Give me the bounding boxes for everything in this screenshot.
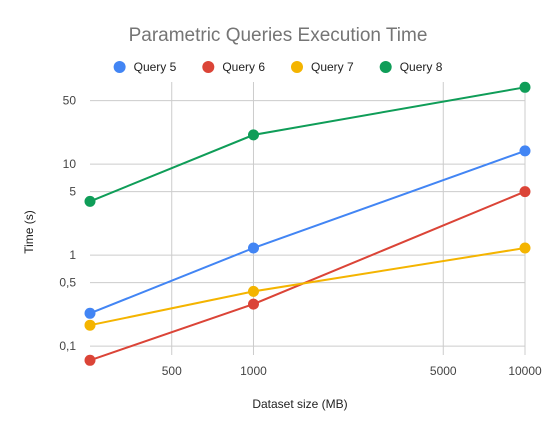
- y-tick-label: 0,5: [59, 276, 76, 290]
- legend-marker: [291, 61, 303, 73]
- legend-marker: [202, 61, 215, 73]
- legend-marker: [113, 61, 126, 73]
- legend-label: Query 8: [400, 60, 443, 74]
- series-layer: [84, 81, 531, 366]
- legend-item-query-5[interactable]: Query 5: [113, 60, 177, 74]
- data-point-query-6[interactable]: [248, 298, 259, 310]
- data-point-query-8[interactable]: [84, 195, 96, 207]
- legend-item-query-6[interactable]: Query 6: [202, 60, 265, 74]
- data-point-query-5[interactable]: [84, 307, 96, 319]
- y-tick-label: 0,1: [59, 339, 76, 353]
- y-tick-label: 10: [63, 157, 77, 171]
- x-tick-label: 5000: [430, 364, 457, 378]
- legend-item-query-7[interactable]: Query 7: [291, 60, 354, 74]
- data-point-query-8[interactable]: [519, 81, 531, 93]
- x-tick-label: 10000: [508, 364, 542, 378]
- legend-marker: [379, 61, 392, 73]
- legend-label: Query 7: [311, 60, 354, 74]
- legend: Query 5 Query 6 Query 7 Query 8: [113, 60, 443, 74]
- legend-label: Query 6: [222, 60, 265, 74]
- data-point-query-7[interactable]: [519, 242, 531, 254]
- legend-label: Query 5: [134, 60, 177, 74]
- data-point-query-7[interactable]: [84, 319, 96, 331]
- y-tick-label: 5: [69, 185, 76, 199]
- y-tick-label: 50: [63, 94, 77, 108]
- data-point-query-8[interactable]: [248, 129, 259, 141]
- chart-title: Parametric Queries Execution Time: [129, 25, 428, 46]
- data-point-query-5[interactable]: [519, 145, 531, 157]
- y-tick-label: 1: [69, 248, 76, 262]
- data-point-query-6[interactable]: [519, 186, 531, 198]
- data-point-query-6[interactable]: [84, 354, 96, 366]
- axes: 0,1 0,5 1 5 10 50 500 1000 5000 10000: [59, 94, 542, 378]
- x-tick-label: 500: [162, 364, 182, 378]
- x-tick-label: 1000: [240, 364, 267, 378]
- data-point-query-5[interactable]: [248, 242, 259, 254]
- data-point-query-7[interactable]: [248, 285, 259, 297]
- x-axis-label: Dataset size (MB): [252, 397, 347, 411]
- y-axis-label: Time (s): [22, 210, 36, 254]
- legend-item-query-8[interactable]: Query 8: [379, 60, 443, 74]
- gridlines: [90, 82, 526, 355]
